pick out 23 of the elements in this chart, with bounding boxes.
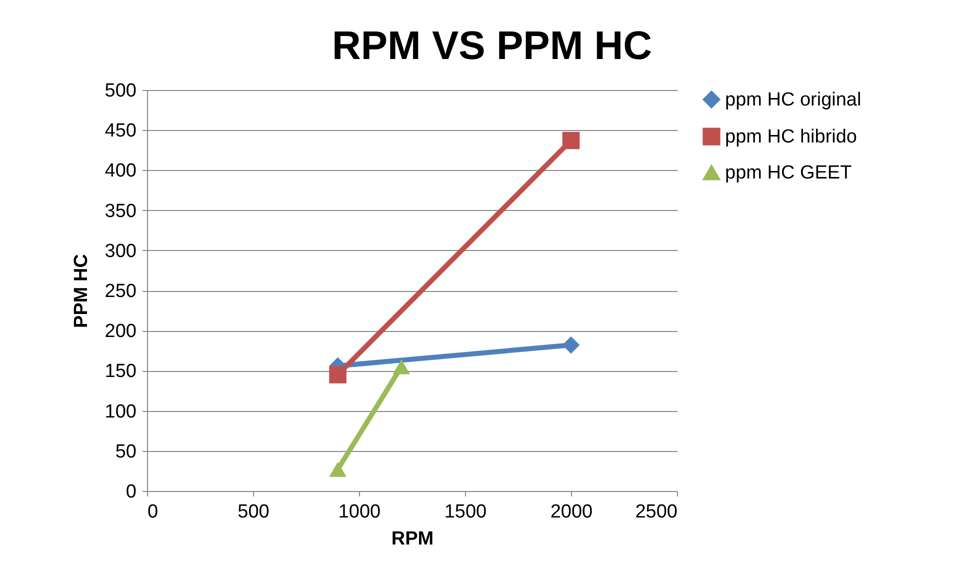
y-tick-label: 250 [104, 281, 136, 302]
y-tick-label: 0 [126, 482, 136, 502]
x-tick-label: 2500 [635, 502, 678, 522]
x-axis-title: RPM [391, 528, 434, 550]
legend-label: ppm HC hibrido [725, 126, 857, 148]
x-tick-label: 2000 [550, 502, 593, 522]
x-tick-label: 1500 [444, 502, 487, 522]
y-axis-title: PPM HC [70, 254, 92, 328]
legend-label: ppm HC original [725, 90, 862, 110]
y-tick-label: 400 [104, 160, 136, 182]
chart-title: RPM VS PPM HC [332, 24, 652, 68]
y-tick-label: 500 [104, 80, 136, 102]
y-tick-label: 50 [115, 441, 136, 462]
x-tick-label: 500 [238, 502, 270, 522]
y-tick-label: 200 [104, 321, 136, 342]
x-tick-label: 0 [148, 502, 158, 522]
x-tick-label: 1000 [338, 502, 381, 522]
legend-label: ppm HC GEET [725, 162, 852, 184]
y-tick-label: 350 [104, 200, 136, 222]
y-tick-label: 450 [104, 120, 136, 142]
y-tick-label: 300 [104, 240, 136, 262]
y-tick-label: 150 [104, 361, 136, 382]
y-tick-label: 100 [104, 401, 136, 422]
